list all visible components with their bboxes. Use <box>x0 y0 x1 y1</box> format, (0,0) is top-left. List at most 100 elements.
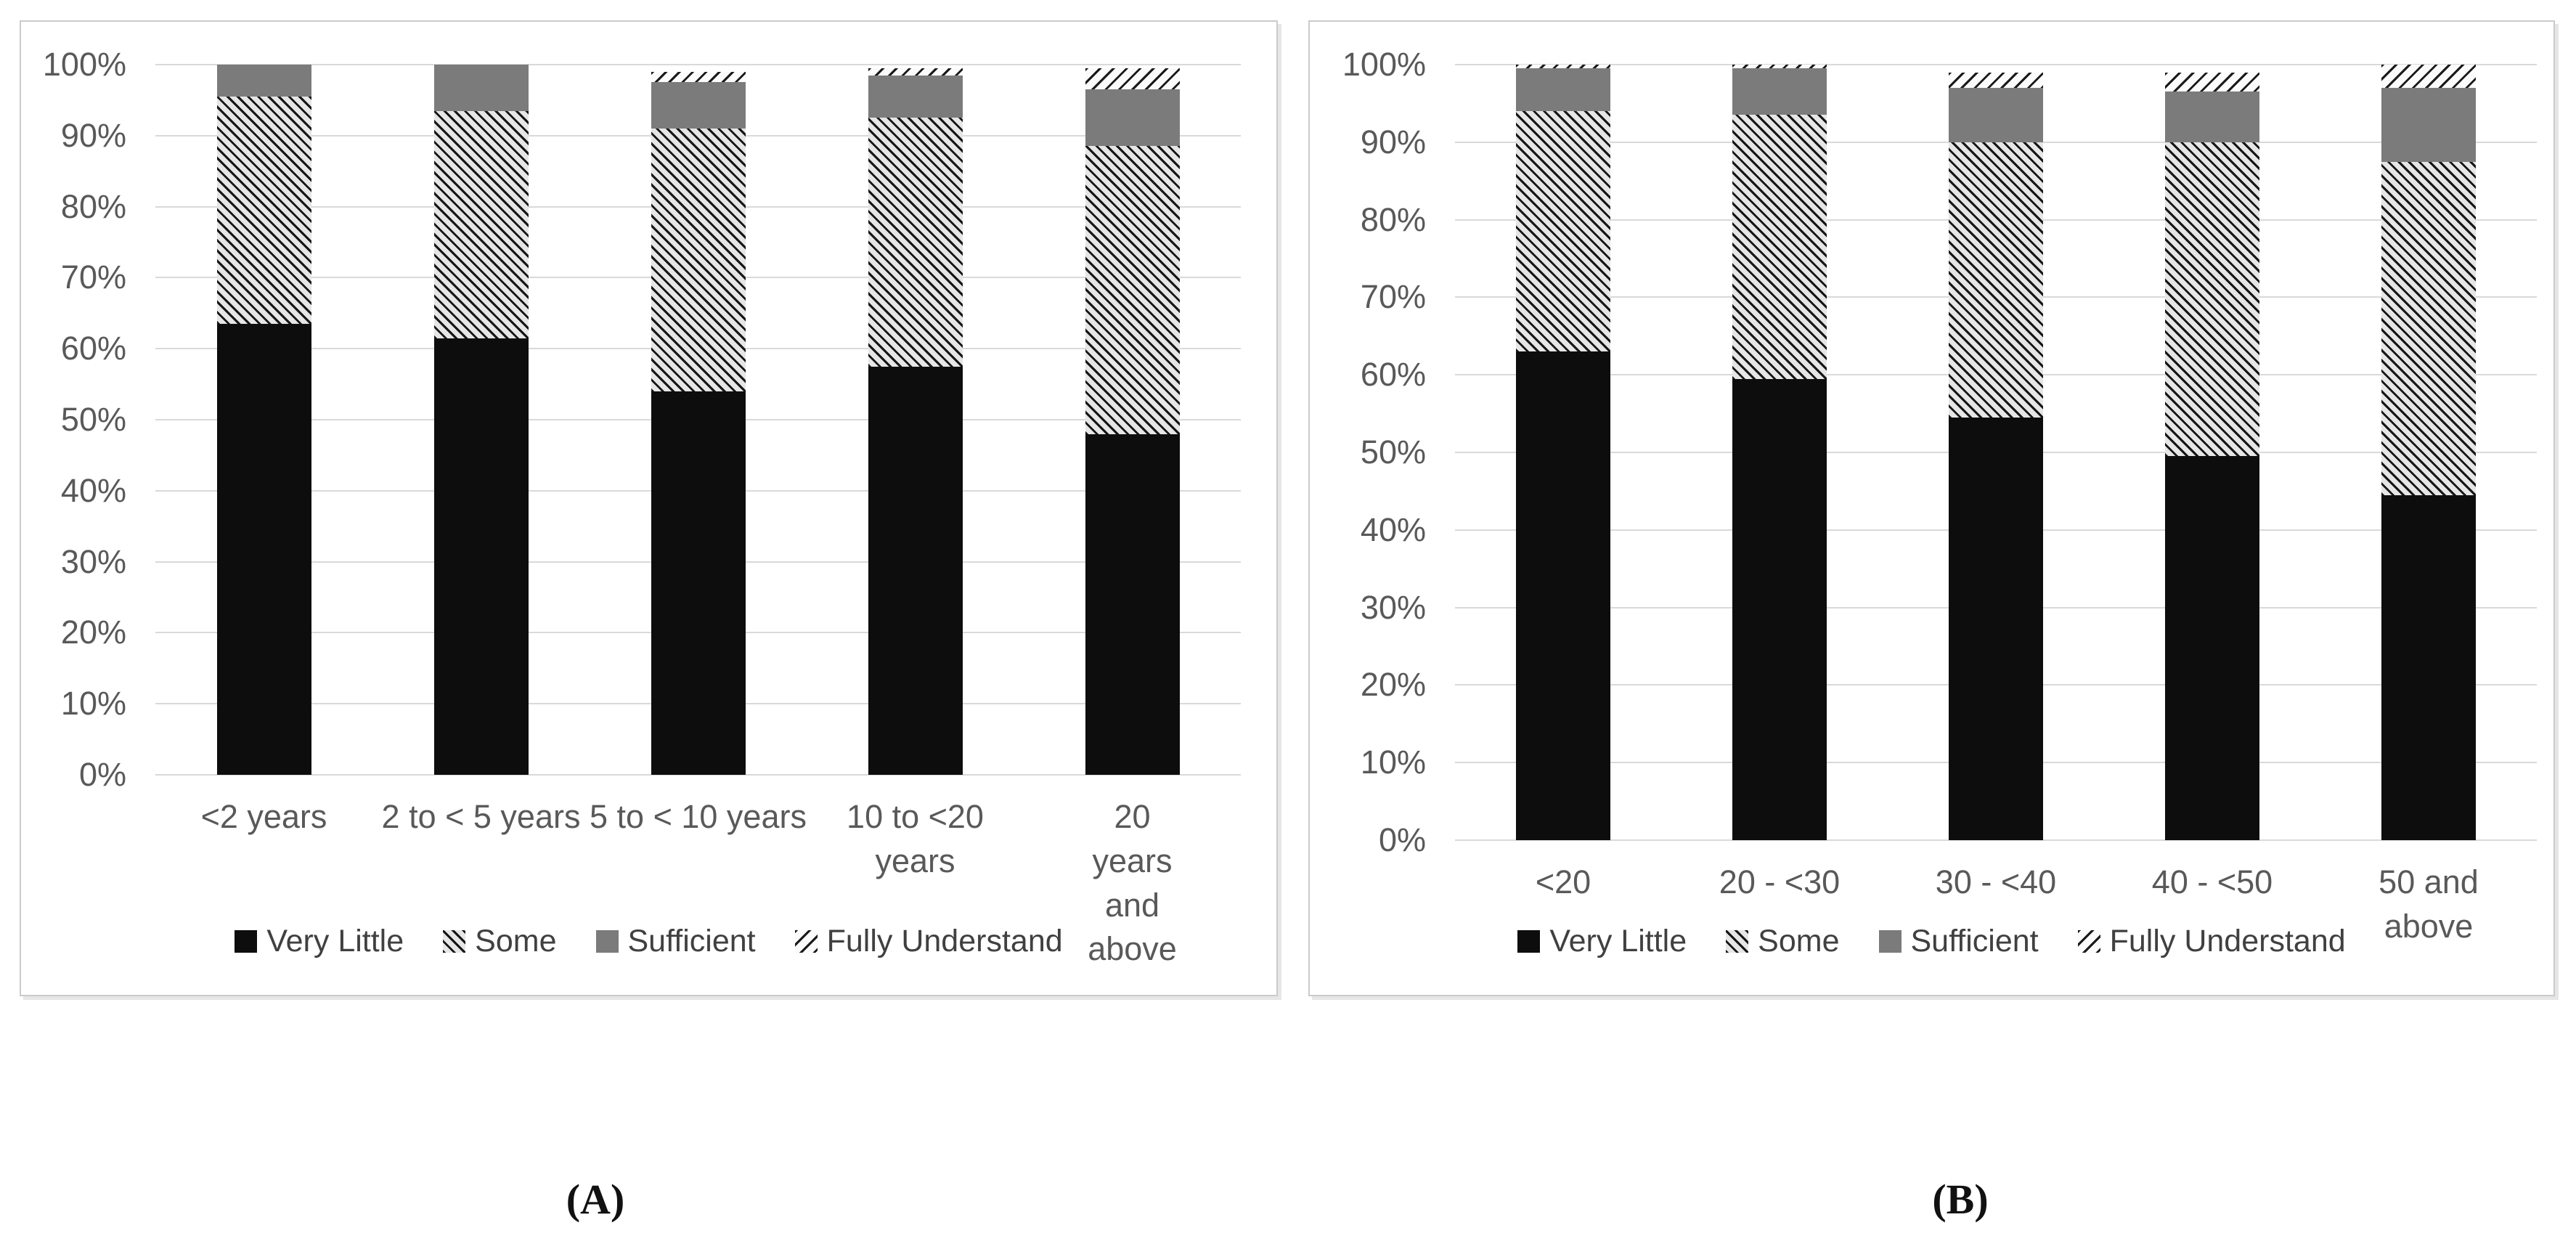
bar-segment-sufficient <box>1949 88 2043 142</box>
legend-label: Fully Understand <box>826 924 1063 959</box>
legend-label: Some <box>475 924 557 959</box>
bar-slot <box>2104 65 2320 840</box>
legend-item-some: Some <box>1726 924 1840 959</box>
legend-swatch-sufficient <box>595 930 619 953</box>
legend-swatch-sufficient <box>1878 930 1902 953</box>
bar-segment-sufficient <box>2381 88 2476 162</box>
bar-segment-fully-understand <box>651 71 746 83</box>
bar-segment-fully-understand <box>1085 68 1180 90</box>
caption-B-text: (B) <box>1932 1176 1989 1223</box>
legend-item-sufficient: Sufficient <box>1878 924 2039 959</box>
bar-segment-fully-understand <box>1949 72 2043 89</box>
legend-label: Very Little <box>266 924 404 959</box>
bar-segment-fully-understand <box>2381 65 2476 89</box>
bar-segment-very-little <box>216 323 311 775</box>
bar-slot <box>807 65 1024 775</box>
legend-item-some: Some <box>443 924 557 959</box>
plot-area-A: 0% 10% 20% 30% 40% 50% 60% 70% 80% 90% 100% <box>43 46 1241 793</box>
legend-label: Sufficient <box>627 924 756 959</box>
x-axis-label: 30 - <40 <box>1935 863 2057 900</box>
gridline-100 <box>1455 64 2537 65</box>
y-tick-label-20: 20% <box>60 614 126 651</box>
bar-segment-sufficient <box>651 82 746 129</box>
bar-segment-sufficient <box>868 75 963 118</box>
bar-slot <box>1888 65 2104 840</box>
y-tick-label-40: 40% <box>1360 510 1426 548</box>
bar-segment-some <box>1949 142 2043 418</box>
x-axis-label: 2 to < 5 years <box>381 798 581 835</box>
x-axis-label: 40 - <50 <box>2151 863 2273 900</box>
stacked-bar-4 <box>2165 72 2259 840</box>
legend-swatch-some <box>443 930 466 953</box>
chart-panel-A: 0% 10% 20% 30% 40% 50% 60% 70% 80% 90% 100% <2 yea… <box>20 20 1278 996</box>
bar-segment-very-little <box>651 391 746 775</box>
x-axis-label: <20 <box>1535 863 1591 900</box>
x-axis-label: 5 to < 10 years <box>590 798 807 835</box>
bar-segment-very-little <box>433 338 529 775</box>
bar-segment-fully-understand <box>2165 72 2259 92</box>
stacked-bar-4 <box>868 68 963 775</box>
y-tick-label-100: 100% <box>42 46 126 83</box>
caption-B: (B) <box>1932 1175 1988 1224</box>
stacked-bar-5 <box>2381 65 2476 840</box>
x-axis-label: 50 and above <box>2379 863 2479 945</box>
bar-segment-sufficient <box>433 65 529 111</box>
y-tick-label-10: 10% <box>60 685 126 723</box>
y-tick-label-20: 20% <box>1360 666 1426 704</box>
y-tick-label-30: 30% <box>60 542 126 580</box>
y-tick-label-60: 60% <box>1360 356 1426 394</box>
legend-item-sufficient: Sufficient <box>595 924 756 959</box>
bar-segment-very-little <box>2165 456 2259 840</box>
bar-segment-some <box>2381 161 2476 495</box>
stacked-bar-5 <box>1085 68 1180 775</box>
x-axis-label: 10 to <20 years <box>847 798 984 879</box>
y-tick-label-100: 100% <box>1342 46 1426 83</box>
bar-segment-some <box>433 110 529 338</box>
bar-slot <box>2320 65 2537 840</box>
bar-segment-very-little <box>1732 378 1827 840</box>
y-tick-label-70: 70% <box>60 259 126 296</box>
y-tick-label-90: 90% <box>1360 123 1426 160</box>
bar-segment-very-little <box>868 366 963 775</box>
legend-swatch-very-little <box>1517 930 1541 953</box>
bar-segment-sufficient <box>2165 91 2259 142</box>
bar-segment-some <box>1732 115 1827 379</box>
y-tick-label-80: 80% <box>60 187 126 225</box>
bar-slot <box>1455 65 1671 840</box>
bar-segment-some <box>1085 146 1180 434</box>
bar-segment-very-little <box>2381 495 2476 840</box>
x-axis-label: <2 years <box>200 798 327 835</box>
y-tick-label-80: 80% <box>1360 200 1426 238</box>
legend-swatch-fully-understand <box>794 930 818 953</box>
y-tick-label-70: 70% <box>1360 278 1426 316</box>
stacked-bar-3 <box>1949 72 2043 840</box>
legend-label: Very Little <box>1549 924 1687 959</box>
gridline-0 <box>1455 839 2537 841</box>
stacked-bar-1 <box>1516 65 1610 840</box>
bar-segment-fully-understand <box>1732 65 1827 69</box>
bar-segment-some <box>2165 142 2259 457</box>
bar-slot <box>1024 65 1241 775</box>
bar-slot <box>372 65 590 775</box>
legend-label: Some <box>1758 924 1840 959</box>
bar-segment-fully-understand <box>1516 65 1610 69</box>
legend-swatch-fully-understand <box>2077 930 2100 953</box>
y-tick-label-60: 60% <box>60 330 126 367</box>
caption-A-text: (A) <box>566 1176 625 1223</box>
bar-segment-very-little <box>1085 434 1180 775</box>
bar-segment-very-little <box>1949 417 2043 840</box>
bar-segment-sufficient <box>1516 68 1610 112</box>
bar-segment-very-little <box>1516 351 1610 840</box>
legend-label: Sufficient <box>1910 924 2039 959</box>
bar-segment-some <box>1516 111 1610 352</box>
y-tick-label-10: 10% <box>1360 744 1426 781</box>
legend-item-fully-understand: Fully Understand <box>2077 924 2346 959</box>
y-tick-label-90: 90% <box>60 116 126 154</box>
y-tick-label-0: 0% <box>78 756 126 793</box>
gridline-100 <box>155 64 1241 65</box>
legend-item-fully-understand: Fully Understand <box>794 924 1063 959</box>
caption-A: (A) <box>566 1175 625 1224</box>
x-axis-label: 20 - <30 <box>1719 863 1841 900</box>
stacked-bar-1 <box>216 65 311 775</box>
stacked-bar-2 <box>1732 65 1827 840</box>
